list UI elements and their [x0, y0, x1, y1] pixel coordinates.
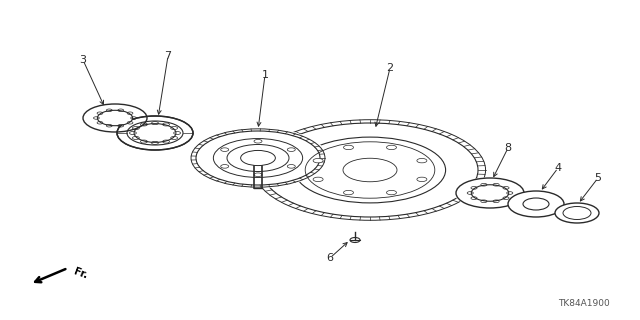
Ellipse shape — [127, 121, 183, 145]
Ellipse shape — [254, 173, 262, 177]
Text: 7: 7 — [164, 51, 172, 61]
Ellipse shape — [454, 177, 525, 209]
Ellipse shape — [294, 137, 445, 203]
Ellipse shape — [313, 177, 323, 181]
Ellipse shape — [287, 164, 295, 168]
Ellipse shape — [344, 145, 353, 150]
Ellipse shape — [417, 158, 427, 163]
Ellipse shape — [313, 158, 323, 163]
Ellipse shape — [287, 148, 295, 151]
Ellipse shape — [350, 237, 360, 243]
Ellipse shape — [555, 203, 599, 223]
Ellipse shape — [254, 140, 262, 143]
Text: 4: 4 — [554, 163, 561, 173]
Ellipse shape — [471, 185, 509, 201]
Ellipse shape — [417, 177, 427, 181]
Ellipse shape — [81, 103, 148, 133]
Ellipse shape — [97, 110, 132, 126]
Ellipse shape — [117, 116, 193, 150]
Ellipse shape — [523, 198, 549, 210]
Text: Fr.: Fr. — [72, 267, 89, 281]
Ellipse shape — [241, 150, 275, 165]
Ellipse shape — [344, 190, 353, 195]
Text: TK84A1900: TK84A1900 — [558, 299, 610, 308]
Text: 1: 1 — [262, 70, 269, 80]
Ellipse shape — [134, 124, 176, 142]
Text: 5: 5 — [595, 173, 602, 183]
Text: 8: 8 — [504, 143, 511, 153]
Text: 3: 3 — [79, 55, 86, 65]
Text: 2: 2 — [387, 63, 394, 73]
Ellipse shape — [213, 139, 303, 177]
Ellipse shape — [563, 206, 591, 220]
Ellipse shape — [189, 128, 328, 188]
Ellipse shape — [221, 148, 228, 151]
Ellipse shape — [221, 164, 228, 168]
Ellipse shape — [387, 190, 397, 195]
Ellipse shape — [387, 145, 397, 150]
Text: 6: 6 — [326, 253, 333, 263]
Ellipse shape — [115, 115, 195, 151]
Ellipse shape — [227, 145, 289, 172]
Ellipse shape — [508, 191, 564, 217]
Ellipse shape — [253, 119, 486, 221]
